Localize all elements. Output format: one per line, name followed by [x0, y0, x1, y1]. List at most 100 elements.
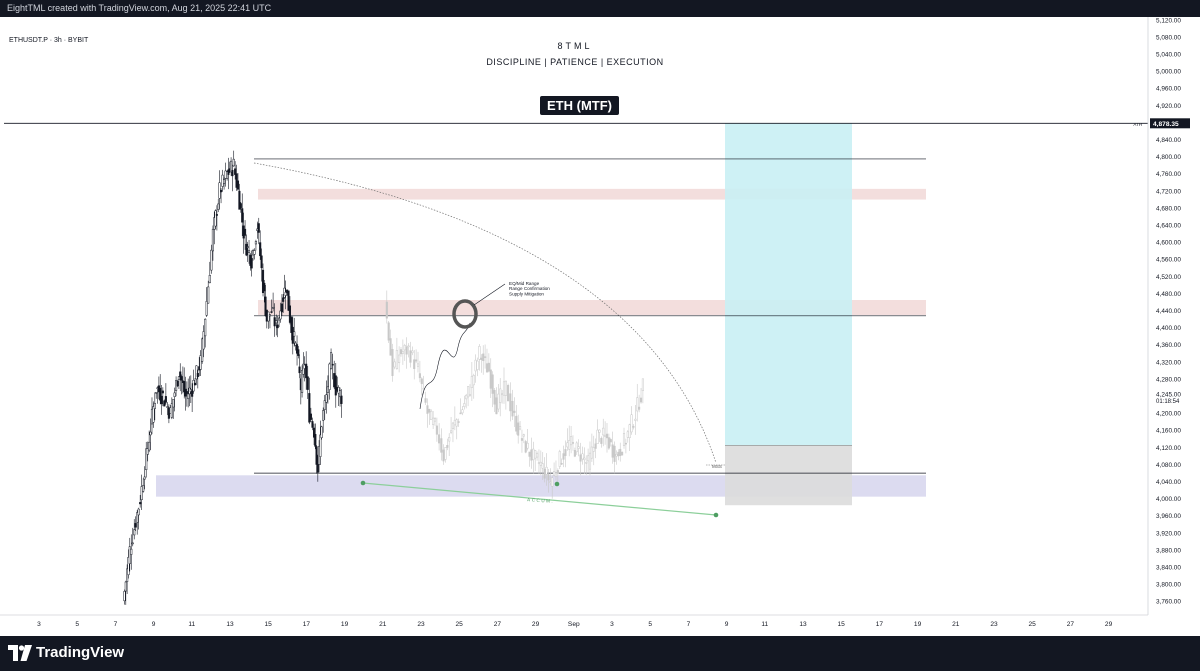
highlight-circle [452, 299, 478, 329]
candle [600, 437, 603, 444]
time-tick-label: 11 [761, 621, 768, 628]
candle [476, 360, 479, 370]
eq-annotation-line: Supply Mitigation [509, 291, 544, 296]
candle [142, 485, 145, 492]
candle [323, 400, 326, 410]
candle [302, 363, 305, 375]
candle [179, 371, 182, 378]
time-tick-label: 7 [114, 621, 118, 628]
time-tick-label: 9 [725, 621, 729, 628]
price-tick-label: 5,000.00 [1156, 69, 1181, 76]
candle [566, 442, 569, 448]
price-tick-label: 4,840.00 [1156, 137, 1181, 144]
eq-annotation-line: Range Confirmation [509, 286, 550, 291]
candle [204, 318, 207, 337]
countdown-label: 01:18:54 [1156, 399, 1180, 405]
price-tick-label: 3,880.00 [1156, 547, 1181, 554]
candle [123, 591, 126, 602]
price-tick-label: 4,920.00 [1156, 103, 1181, 110]
candle [609, 439, 612, 443]
candle [201, 338, 204, 362]
price-tick-label: 3,840.00 [1156, 565, 1181, 572]
candle [556, 470, 559, 474]
candle [592, 447, 595, 452]
candle [411, 350, 414, 354]
candle [280, 303, 283, 313]
time-tick-label: 15 [838, 621, 846, 628]
time-tick-label: 27 [1067, 621, 1075, 628]
candle [250, 258, 253, 269]
candle [602, 427, 605, 436]
candle [253, 250, 256, 255]
candle [532, 448, 535, 461]
candle [164, 396, 167, 403]
candle [430, 410, 433, 421]
candle [585, 462, 588, 464]
candle [577, 446, 580, 449]
candle [605, 433, 609, 439]
time-tick-label: 29 [532, 621, 540, 628]
candle [259, 242, 262, 257]
price-tick-label: 4,720.00 [1156, 188, 1181, 195]
candle [214, 210, 217, 227]
price-tick-label: 4,080.00 [1156, 462, 1181, 469]
candle [235, 173, 238, 188]
candle [457, 421, 460, 423]
brand-label: 8TML [557, 41, 593, 51]
candle [636, 397, 639, 412]
candle [223, 179, 226, 184]
candle [424, 398, 427, 403]
candle [193, 382, 197, 386]
candle [519, 426, 522, 430]
time-tick-label: 5 [648, 621, 652, 628]
time-tick-label: 5 [75, 621, 79, 628]
candle [241, 208, 244, 223]
candle [295, 344, 299, 354]
tradingview-wordmark: TradingView [36, 644, 125, 661]
candle [594, 443, 597, 449]
candle [399, 349, 403, 355]
price-tick-label: 4,480.00 [1156, 291, 1181, 298]
candle [453, 419, 456, 426]
candle [313, 427, 316, 438]
candle [301, 370, 304, 393]
time-tick-label: 23 [990, 621, 998, 628]
candle [560, 462, 563, 465]
candle [124, 581, 127, 592]
candle [282, 297, 285, 302]
candle [405, 346, 408, 355]
candle [239, 203, 242, 209]
price-tick-label: 4,320.00 [1156, 359, 1181, 366]
candle [442, 449, 445, 462]
candle [145, 448, 148, 470]
candle [260, 255, 263, 269]
candle [407, 345, 410, 348]
price-tick-label: 4,400.00 [1156, 325, 1181, 332]
chart-area[interactable]: ATH EQ/Mid Range Range Confirmation Supply … [0, 17, 1200, 636]
candle [227, 169, 230, 175]
candle [497, 393, 500, 410]
time-tick-label: 7 [687, 621, 691, 628]
candle [254, 241, 257, 245]
time-tick-label: 21 [379, 621, 387, 628]
price-tick-label: 4,680.00 [1156, 205, 1181, 212]
candle [461, 409, 464, 414]
attribution-bar: EightTML created with TradingView.com, A… [0, 0, 1200, 17]
mss-label: MSS [712, 464, 722, 469]
candle [621, 451, 624, 456]
time-tick-label: 11 [188, 621, 195, 628]
candle [611, 444, 614, 458]
candle [630, 414, 633, 433]
candle [641, 378, 644, 391]
candle [330, 352, 333, 369]
candle [463, 403, 466, 407]
candle [337, 387, 340, 394]
price-tick-label: 4,000.00 [1156, 496, 1181, 503]
candle [187, 393, 190, 399]
symbol-label: ETHUSDT.P · 3h · BYBIT [9, 37, 89, 44]
candle [293, 331, 296, 337]
candle [322, 410, 325, 421]
time-tick-label: 23 [417, 621, 425, 628]
candle [185, 391, 188, 394]
